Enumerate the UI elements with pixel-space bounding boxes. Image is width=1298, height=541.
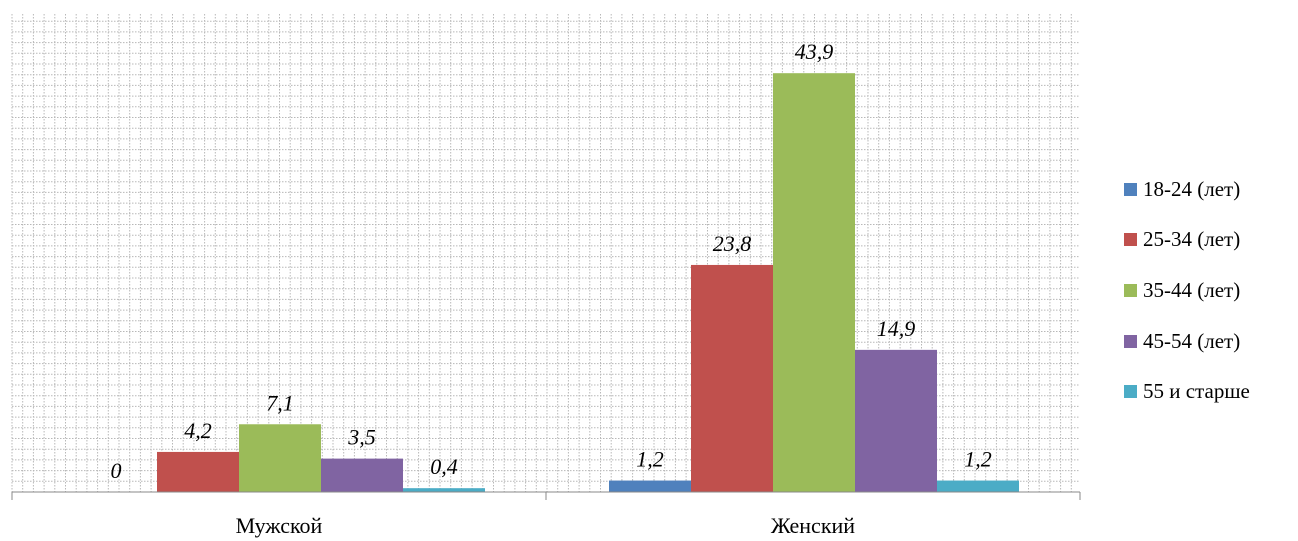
bar-1-0: [157, 451, 239, 492]
legend-label: 35-44 (лет): [1143, 277, 1241, 302]
bar-3-0: [321, 458, 403, 492]
legend-item: 25-34 (лет): [1124, 215, 1298, 266]
legend-label: 55 и старше: [1143, 379, 1250, 404]
data-label: 4,2: [184, 418, 212, 443]
data-label: 7,1: [266, 390, 294, 415]
data-label: 1,2: [964, 447, 992, 472]
legend-label: 18-24 (лет): [1143, 176, 1241, 201]
legend-item: 35-44 (лет): [1124, 265, 1298, 316]
legend-swatch: [1124, 334, 1137, 348]
legend-swatch: [1124, 283, 1137, 297]
bar-2-1: [773, 73, 855, 492]
data-label: 43,9: [795, 39, 834, 64]
x-tick-label: Женский: [771, 513, 855, 538]
legend-swatch: [1124, 233, 1137, 247]
bar-4-0: [403, 488, 485, 492]
data-labels: 0 4,2 7,1 3,5 0,4 1,2 23,8 43,9 14,9 1,2: [111, 39, 992, 483]
bar-2-0: [239, 424, 321, 492]
legend-label: 25-34 (лет): [1143, 227, 1241, 252]
data-label: 0: [111, 458, 122, 483]
chart-legend: 18-24 (лет) 25-34 (лет) 35-44 (лет) 45-54 (…: [1124, 164, 1298, 417]
x-axis: Мужской Женский: [11, 491, 1081, 538]
chart-bars: [157, 73, 1019, 492]
legend-label: 45-54 (лет): [1143, 328, 1241, 353]
data-label: 0,4: [430, 454, 458, 479]
legend-item: 45-54 (лет): [1124, 316, 1298, 367]
data-label: 3,5: [347, 425, 376, 450]
data-label: 14,9: [877, 316, 916, 341]
data-label: 1,2: [636, 447, 664, 472]
legend-swatch: [1124, 385, 1137, 399]
bar-3-1: [855, 349, 937, 492]
legend-item: 18-24 (лет): [1124, 164, 1298, 215]
legend-item: 55 и старше: [1124, 366, 1298, 417]
bar-4-1: [937, 480, 1019, 492]
bar-1-1: [691, 264, 773, 492]
chart-grid: [11, 14, 1080, 493]
data-label: 23,8: [713, 231, 752, 256]
x-tick-label: Мужской: [236, 513, 323, 538]
legend-swatch: [1124, 182, 1137, 196]
bar-0-1: [609, 480, 691, 492]
